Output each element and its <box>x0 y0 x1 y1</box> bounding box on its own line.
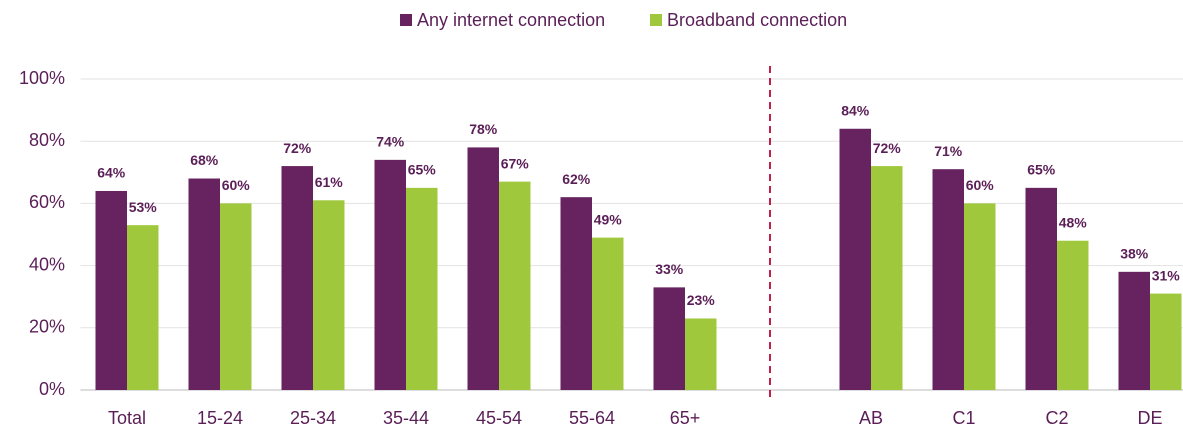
bar <box>839 128 871 390</box>
x-tick-label: Total <box>108 408 146 428</box>
bar <box>220 203 252 390</box>
bar <box>560 197 592 390</box>
value-label: 53% <box>129 199 158 215</box>
x-tick-label: C2 <box>1045 408 1068 428</box>
bar <box>374 159 406 390</box>
bar <box>1057 240 1089 390</box>
value-label: 72% <box>283 140 312 156</box>
value-label: 60% <box>966 177 995 193</box>
bar <box>932 169 964 390</box>
legend-label: Broadband connection <box>667 10 847 30</box>
x-tick-label: 15-24 <box>197 408 243 428</box>
value-label: 33% <box>655 261 684 277</box>
value-label: 31% <box>1152 267 1181 283</box>
value-label: 48% <box>1059 214 1088 230</box>
bar <box>95 190 127 390</box>
bar <box>1118 271 1150 390</box>
legend-swatch <box>650 14 662 26</box>
x-tick-label: 45-54 <box>476 408 522 428</box>
value-label: 68% <box>190 152 219 168</box>
value-label: 64% <box>97 165 126 181</box>
value-label: 71% <box>934 143 963 159</box>
value-label: 78% <box>469 121 498 137</box>
legend-label: Any internet connection <box>417 10 605 30</box>
x-tick-label: 65+ <box>670 408 701 428</box>
x-tick-label: DE <box>1137 408 1162 428</box>
bar <box>871 166 903 390</box>
value-label: 23% <box>687 292 716 308</box>
value-label: 49% <box>594 211 623 227</box>
value-label: 74% <box>376 134 405 150</box>
bar <box>499 181 531 390</box>
value-label: 60% <box>222 177 251 193</box>
legend-swatch <box>400 14 412 26</box>
bar <box>313 200 345 390</box>
value-label: 67% <box>501 155 530 171</box>
value-label: 62% <box>562 171 591 187</box>
bar <box>1025 187 1057 390</box>
x-tick-label: 55-64 <box>569 408 615 428</box>
y-tick-label: 80% <box>29 130 65 150</box>
bar <box>1150 293 1182 390</box>
bar <box>592 237 624 390</box>
y-tick-label: 60% <box>29 192 65 212</box>
bar <box>685 318 717 390</box>
y-tick-label: 0% <box>39 379 65 399</box>
x-tick-label: 35-44 <box>383 408 429 428</box>
y-tick-label: 20% <box>29 317 65 337</box>
bar <box>188 178 220 390</box>
bar <box>653 287 685 390</box>
x-tick-label: 25-34 <box>290 408 336 428</box>
bar <box>467 147 499 390</box>
bar <box>281 166 313 390</box>
value-label: 38% <box>1120 246 1149 262</box>
value-label: 84% <box>841 102 870 118</box>
bar <box>406 187 438 390</box>
value-label: 65% <box>1027 162 1056 178</box>
value-label: 65% <box>408 162 437 178</box>
y-tick-label: 40% <box>29 254 65 274</box>
value-label: 72% <box>873 140 902 156</box>
bar <box>964 203 996 390</box>
value-label: 61% <box>315 174 344 190</box>
x-tick-label: C1 <box>952 408 975 428</box>
bar <box>127 225 159 390</box>
x-tick-label: AB <box>859 408 883 428</box>
y-tick-label: 100% <box>19 68 65 88</box>
